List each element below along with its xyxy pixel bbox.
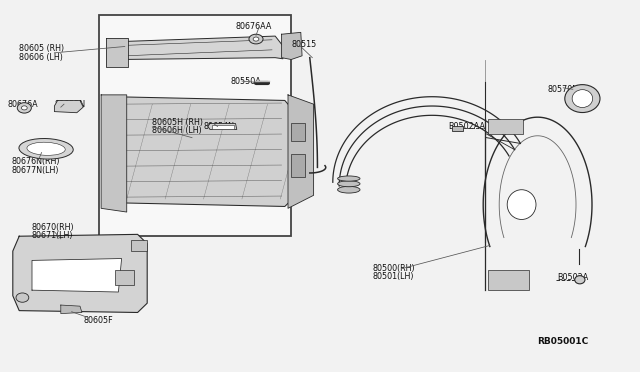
Text: 80606 (LH): 80606 (LH) bbox=[19, 53, 63, 62]
Polygon shape bbox=[282, 32, 302, 60]
Ellipse shape bbox=[19, 138, 73, 159]
Polygon shape bbox=[32, 259, 122, 292]
Text: 80676AA: 80676AA bbox=[236, 22, 272, 31]
Polygon shape bbox=[101, 95, 127, 212]
Bar bbox=[291, 154, 305, 177]
Bar bbox=[488, 119, 523, 134]
Polygon shape bbox=[54, 100, 83, 113]
Text: 80676N(RH): 80676N(RH) bbox=[12, 157, 60, 166]
Text: RB05001C: RB05001C bbox=[538, 337, 589, 346]
Text: 80606H (LH): 80606H (LH) bbox=[152, 126, 202, 135]
Bar bbox=[488, 270, 529, 290]
Polygon shape bbox=[288, 95, 314, 208]
Text: 80605F: 80605F bbox=[83, 316, 113, 325]
Text: 80501(LH): 80501(LH) bbox=[372, 272, 414, 281]
Text: B0502A: B0502A bbox=[557, 273, 588, 282]
Ellipse shape bbox=[338, 176, 360, 181]
Ellipse shape bbox=[249, 34, 263, 44]
Bar bbox=[452, 126, 463, 131]
Polygon shape bbox=[112, 36, 285, 60]
Ellipse shape bbox=[507, 190, 536, 219]
Polygon shape bbox=[61, 305, 82, 314]
Ellipse shape bbox=[564, 84, 600, 112]
Ellipse shape bbox=[21, 106, 27, 110]
Text: 80570M: 80570M bbox=[547, 85, 579, 94]
Text: 80671(LH): 80671(LH) bbox=[32, 231, 74, 240]
Polygon shape bbox=[108, 97, 294, 206]
Text: 80652N: 80652N bbox=[54, 100, 86, 109]
Text: 80654N: 80654N bbox=[204, 122, 234, 131]
Ellipse shape bbox=[572, 90, 593, 108]
Ellipse shape bbox=[253, 37, 259, 41]
Text: 80605H (RH): 80605H (RH) bbox=[152, 118, 204, 127]
Text: 80670(RH): 80670(RH) bbox=[32, 223, 75, 232]
Ellipse shape bbox=[575, 276, 585, 284]
Ellipse shape bbox=[27, 142, 65, 155]
Text: B0502AA: B0502AA bbox=[448, 122, 485, 131]
Ellipse shape bbox=[338, 181, 360, 187]
Text: 80515: 80515 bbox=[291, 40, 316, 49]
Ellipse shape bbox=[17, 103, 31, 113]
Ellipse shape bbox=[16, 293, 29, 302]
Bar bbox=[131, 240, 147, 251]
Polygon shape bbox=[13, 234, 147, 312]
Polygon shape bbox=[106, 38, 128, 67]
Text: 80605 (RH): 80605 (RH) bbox=[19, 44, 65, 53]
Text: 80677N(LH): 80677N(LH) bbox=[12, 166, 59, 174]
Bar bbox=[212, 125, 234, 129]
Text: 80550A: 80550A bbox=[230, 77, 261, 86]
Bar bbox=[291, 123, 305, 141]
Polygon shape bbox=[208, 124, 237, 129]
Text: 80500(RH): 80500(RH) bbox=[372, 264, 415, 273]
Bar bbox=[115, 270, 134, 285]
Text: 80676A: 80676A bbox=[8, 100, 38, 109]
Ellipse shape bbox=[338, 186, 360, 193]
Bar bbox=[99, 15, 291, 236]
